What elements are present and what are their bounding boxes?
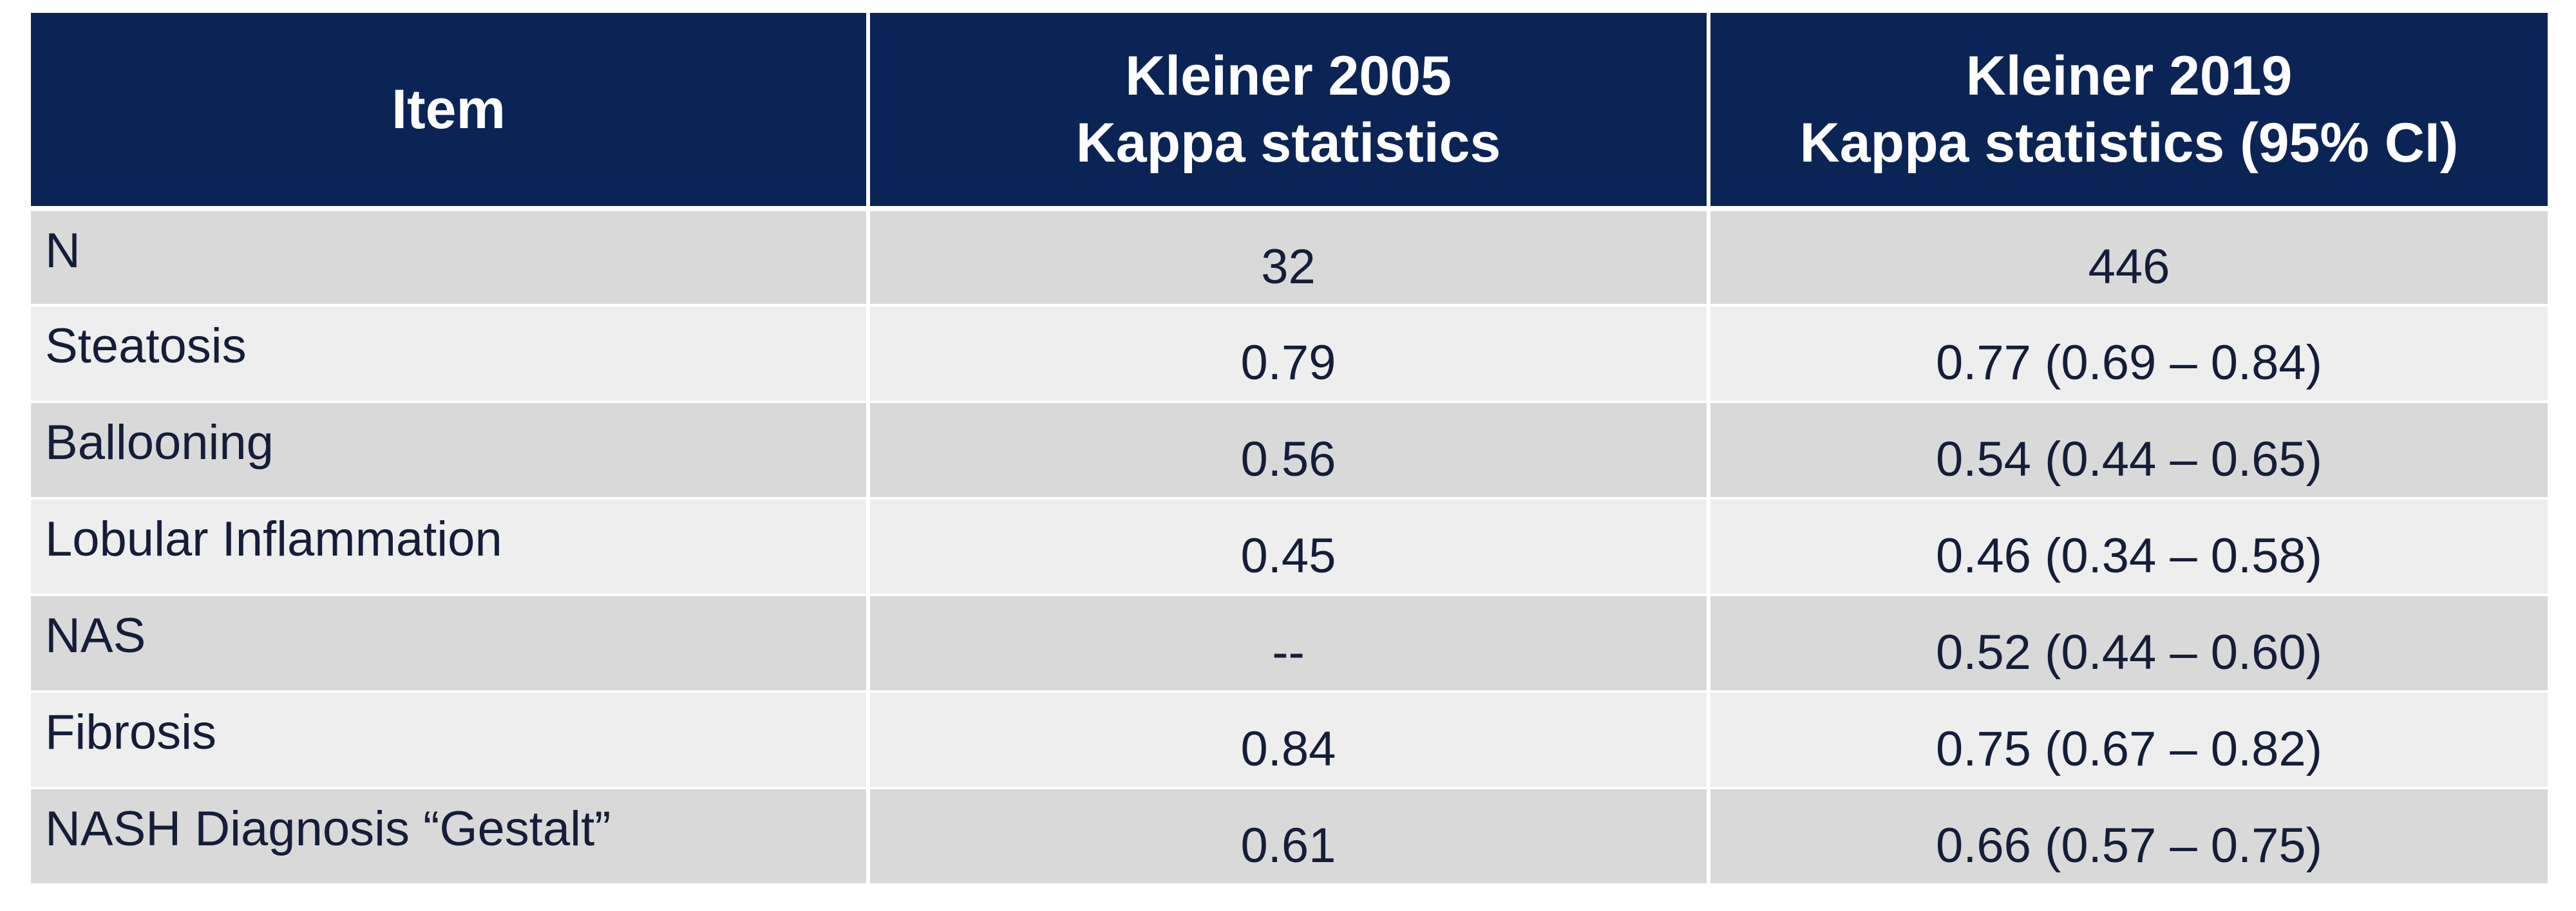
row-kappa-2019-cell: 0.66 (0.57 – 0.75) xyxy=(1709,788,2548,886)
header-kleiner-2019-line1: Kleiner 2019 xyxy=(1965,45,2293,107)
row-kappa-2019-cell: 0.52 (0.44 – 0.60) xyxy=(1709,595,2548,693)
table-body: N 32 446 Steatosis 0.79 0.77 (0.69 – 0.8… xyxy=(31,209,2548,886)
row-kappa-2019-cell: 0.54 (0.44 – 0.65) xyxy=(1709,402,2548,500)
table-header: Item Kleiner 2005 Kappa statistics Klein… xyxy=(31,13,2548,209)
header-kleiner-2005-line1: Kleiner 2005 xyxy=(1125,45,1452,107)
table-row: Fibrosis 0.84 0.75 (0.67 – 0.82) xyxy=(31,691,2548,789)
row-kappa-2019-cell: 0.75 (0.67 – 0.82) xyxy=(1709,691,2548,789)
row-kappa-2005-cell: 0.61 xyxy=(868,788,1710,886)
kappa-comparison-table-container: Item Kleiner 2005 Kappa statistics Klein… xyxy=(31,13,2548,886)
row-kappa-2019-cell: 446 xyxy=(1709,209,2548,306)
row-item-cell: Fibrosis xyxy=(31,691,870,789)
row-item-cell: NASH Diagnosis “Gestalt” xyxy=(31,788,870,886)
table-row: N 32 446 xyxy=(31,209,2548,306)
header-item-label: Item xyxy=(392,79,506,140)
header-item: Item xyxy=(31,13,870,209)
header-kleiner-2005-line2: Kappa statistics xyxy=(1075,112,1501,174)
row-kappa-2005-cell: 0.84 xyxy=(868,691,1710,789)
row-kappa-2005-cell: 0.56 xyxy=(868,402,1710,500)
row-item-cell: Steatosis xyxy=(31,305,870,403)
row-item-cell: NAS xyxy=(31,595,870,693)
header-kleiner-2019: Kleiner 2019 Kappa statistics (95% CI) xyxy=(1709,13,2548,209)
row-kappa-2019-cell: 0.46 (0.34 – 0.58) xyxy=(1709,498,2548,596)
row-kappa-2005-cell: 0.79 xyxy=(868,305,1710,403)
row-kappa-2005-cell: 0.45 xyxy=(868,498,1710,596)
row-item-cell: Ballooning xyxy=(31,402,870,500)
table-row: Lobular Inflammation 0.45 0.46 (0.34 – 0… xyxy=(31,498,2548,596)
header-kleiner-2005: Kleiner 2005 Kappa statistics xyxy=(868,13,1710,209)
header-kleiner-2019-line2: Kappa statistics (95% CI) xyxy=(1799,112,2459,174)
row-item-cell: N xyxy=(31,209,870,306)
row-item-cell: Lobular Inflammation xyxy=(31,498,870,596)
table-row: Ballooning 0.56 0.54 (0.44 – 0.65) xyxy=(31,402,2548,500)
row-kappa-2005-cell: -- xyxy=(868,595,1710,693)
row-kappa-2019-cell: 0.77 (0.69 – 0.84) xyxy=(1709,305,2548,403)
table-row: NASH Diagnosis “Gestalt” 0.61 0.66 (0.57… xyxy=(31,788,2548,886)
row-kappa-2005-cell: 32 xyxy=(868,209,1710,306)
kappa-comparison-table: Item Kleiner 2005 Kappa statistics Klein… xyxy=(31,13,2548,886)
table-row: Steatosis 0.79 0.77 (0.69 – 0.84) xyxy=(31,305,2548,403)
header-row: Item Kleiner 2005 Kappa statistics Klein… xyxy=(31,13,2548,209)
table-row: NAS -- 0.52 (0.44 – 0.60) xyxy=(31,595,2548,693)
